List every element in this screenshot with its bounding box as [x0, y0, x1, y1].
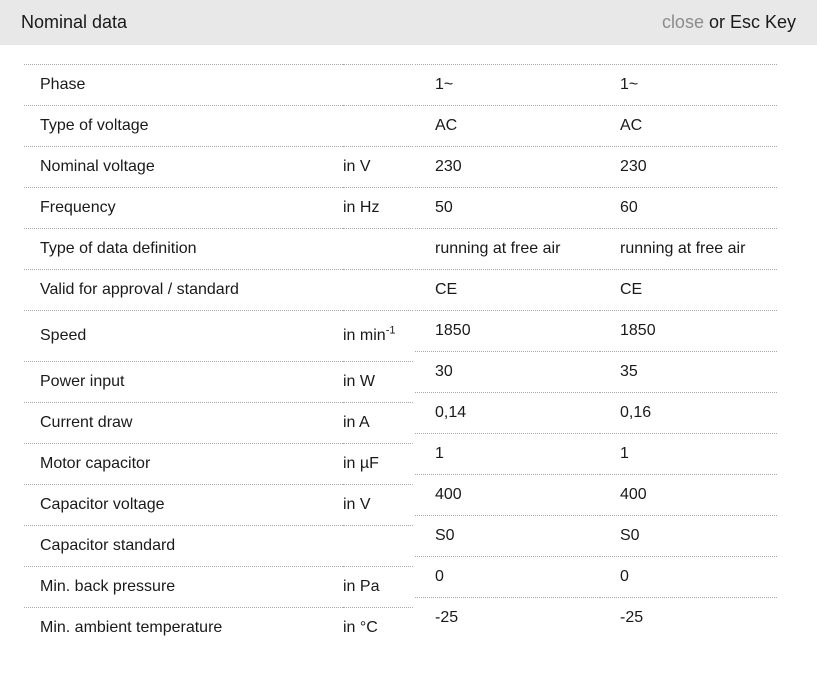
- table-row-values: 400 400: [415, 474, 777, 516]
- row-value-2: 400: [600, 474, 777, 516]
- row-unit: in Pa: [343, 566, 413, 608]
- row-label: Type of voltage: [24, 105, 343, 147]
- row-label: Capacitor standard: [24, 525, 343, 567]
- row-value-1: 0: [415, 556, 600, 598]
- table-row-values: S0 S0: [415, 515, 777, 557]
- esc-key-hint: or Esc Key: [708, 12, 796, 32]
- table-row-values: 0,14 0,16: [415, 392, 777, 434]
- row-value-2: S0: [600, 515, 777, 557]
- row-unit: [343, 105, 413, 147]
- row-unit: in V: [343, 484, 413, 526]
- table-row-labels: Capacitor standard: [24, 525, 413, 567]
- row-value-2: 1~: [600, 64, 777, 106]
- table-row-labels: Frequency in Hz: [24, 187, 413, 229]
- table-row-labels: Power input in W: [24, 361, 413, 403]
- table-row-values: CE CE: [415, 269, 777, 311]
- row-value-2: 0,16: [600, 392, 777, 434]
- table-row-labels: Phase: [24, 64, 413, 106]
- row-unit: in min-1: [343, 310, 413, 362]
- row-unit: [343, 525, 413, 567]
- table-row-values: AC AC: [415, 105, 777, 147]
- row-label: Min. back pressure: [24, 566, 343, 608]
- row-value-2: 1: [600, 433, 777, 475]
- row-label: Frequency: [24, 187, 343, 229]
- unit-superscript: -1: [385, 324, 396, 337]
- table-row-values: -25 -25: [415, 597, 777, 638]
- modal-title: Nominal data: [21, 12, 128, 32]
- row-value-1: S0: [415, 515, 600, 557]
- row-label: Phase: [24, 64, 343, 106]
- row-unit: in Hz: [343, 187, 413, 229]
- row-label: Current draw: [24, 402, 343, 444]
- table-row-labels: Valid for approval / standard: [24, 269, 413, 311]
- values-table: 1~ 1~ AC AC 230 230 50 60 running at free air run…: [415, 64, 777, 638]
- table-row-values: 50 60: [415, 187, 777, 229]
- row-unit: [343, 64, 413, 106]
- table-row-values: running at free air running at free air: [415, 228, 777, 270]
- row-value-1: 230: [415, 146, 600, 188]
- table-row-values: 30 35: [415, 351, 777, 393]
- table-row-labels: Type of data definition: [24, 228, 413, 270]
- row-unit: [343, 228, 413, 270]
- table-row-values: 230 230: [415, 146, 777, 188]
- row-value-1: 30: [415, 351, 600, 393]
- row-value-2: CE: [600, 269, 777, 311]
- row-value-2: AC: [600, 105, 777, 147]
- close-button[interactable]: close: [661, 12, 704, 32]
- table-row-values: 1850 1850: [415, 310, 777, 352]
- modal-header: Nominal data close or Esc Key: [0, 0, 817, 45]
- row-label: Min. ambient temperature: [24, 607, 343, 648]
- row-label: Speed: [24, 310, 343, 362]
- row-unit: in µF: [343, 443, 413, 485]
- table-row-labels: Min. back pressure in Pa: [24, 566, 413, 608]
- row-value-1: AC: [415, 105, 600, 147]
- row-unit: in °C: [343, 607, 413, 648]
- row-value-1: -25: [415, 597, 600, 638]
- row-value-1: 400: [415, 474, 600, 516]
- row-value-2: -25: [600, 597, 777, 638]
- row-value-2: 0: [600, 556, 777, 598]
- row-label: Type of data definition: [24, 228, 343, 270]
- row-value-1: 1: [415, 433, 600, 475]
- row-unit: [343, 269, 413, 311]
- row-value-2: 230: [600, 146, 777, 188]
- row-value-2: 60: [600, 187, 777, 229]
- row-value-1: 0,14: [415, 392, 600, 434]
- table-row-labels: Min. ambient temperature in °C: [24, 607, 413, 648]
- table-row-labels: Nominal voltage in V: [24, 146, 413, 188]
- row-value-1: CE: [415, 269, 600, 311]
- row-value-1: running at free air: [415, 228, 600, 270]
- table-row-values: 1~ 1~: [415, 64, 777, 106]
- row-value-1: 1850: [415, 310, 600, 352]
- row-unit: in A: [343, 402, 413, 444]
- row-label: Valid for approval / standard: [24, 269, 343, 311]
- row-value-2: running at free air: [600, 228, 777, 270]
- table-row-labels: Current draw in A: [24, 402, 413, 444]
- row-unit: in W: [343, 361, 413, 403]
- row-unit: in V: [343, 146, 413, 188]
- row-value-2: 1850: [600, 310, 777, 352]
- close-hint: close or Esc Key: [662, 12, 796, 33]
- table-row-labels: Speed in min-1: [24, 310, 413, 362]
- table-row-labels: Motor capacitor in µF: [24, 443, 413, 485]
- row-value-2: 35: [600, 351, 777, 393]
- row-label: Motor capacitor: [24, 443, 343, 485]
- table-row-labels: Capacitor voltage in V: [24, 484, 413, 526]
- row-value-1: 50: [415, 187, 600, 229]
- row-label: Nominal voltage: [24, 146, 343, 188]
- table-row-labels: Type of voltage: [24, 105, 413, 147]
- row-value-1: 1~: [415, 64, 600, 106]
- row-label: Capacitor voltage: [24, 484, 343, 526]
- row-label: Power input: [24, 361, 343, 403]
